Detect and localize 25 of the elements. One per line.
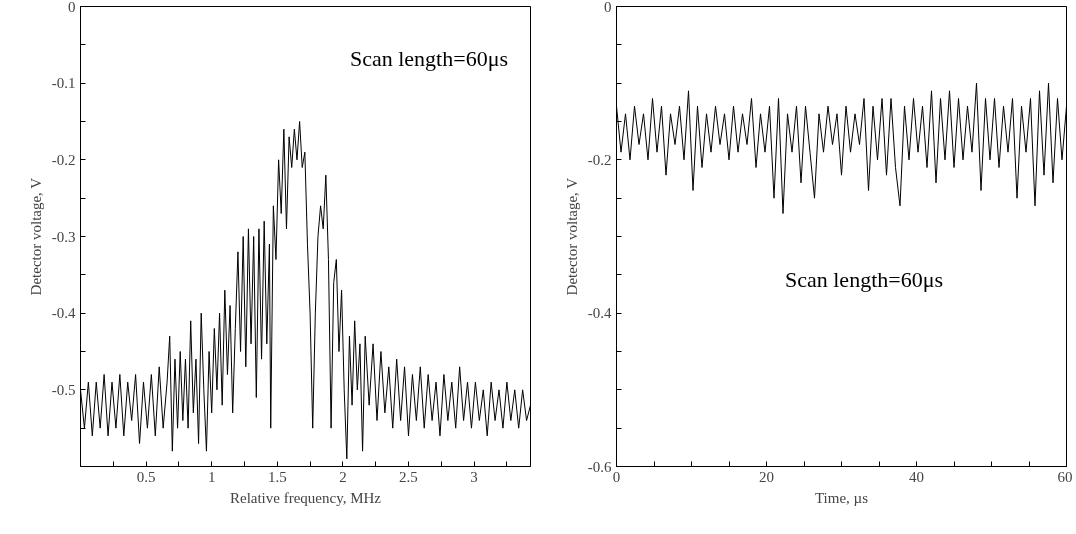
y-tick-label: -0.4: [51, 305, 76, 322]
y-tick-label: -0.3: [51, 228, 76, 245]
x-tick-label: 1: [207, 468, 216, 485]
x-tick-label: 40: [909, 468, 924, 485]
y-tick-label: -0.5: [51, 381, 76, 398]
x-axis-title: Time, µs: [814, 489, 869, 506]
y-tick-label: 0: [68, 0, 76, 15]
x-tick-label: 60: [1057, 468, 1073, 485]
y-tick-label: -0.2: [51, 151, 76, 168]
x-tick-label: 3: [470, 468, 478, 485]
x-axis-title: Relative frequency, MHz: [229, 489, 382, 506]
y-tick-label: 0: [604, 0, 612, 15]
y-axis-title: Detector voltage, V: [27, 177, 44, 296]
x-tick-label: 0.5: [136, 468, 156, 485]
y-tick-label: -0.2: [587, 151, 612, 168]
y-tick-label: -0.6: [587, 458, 612, 475]
y-tick-label: -0.1: [51, 75, 76, 92]
annotation: Scan length=60μs: [349, 45, 509, 71]
x-tick-label: 2: [339, 468, 347, 485]
x-tick-label: 2.5: [399, 468, 418, 485]
annotation: Scan length=60μs: [784, 266, 944, 292]
y-axis-title: Detector voltage, V: [563, 177, 580, 296]
x-tick-label: 20: [759, 468, 774, 485]
y-tick-label: -0.4: [587, 305, 612, 322]
x-tick-label: 1.5: [267, 468, 287, 485]
